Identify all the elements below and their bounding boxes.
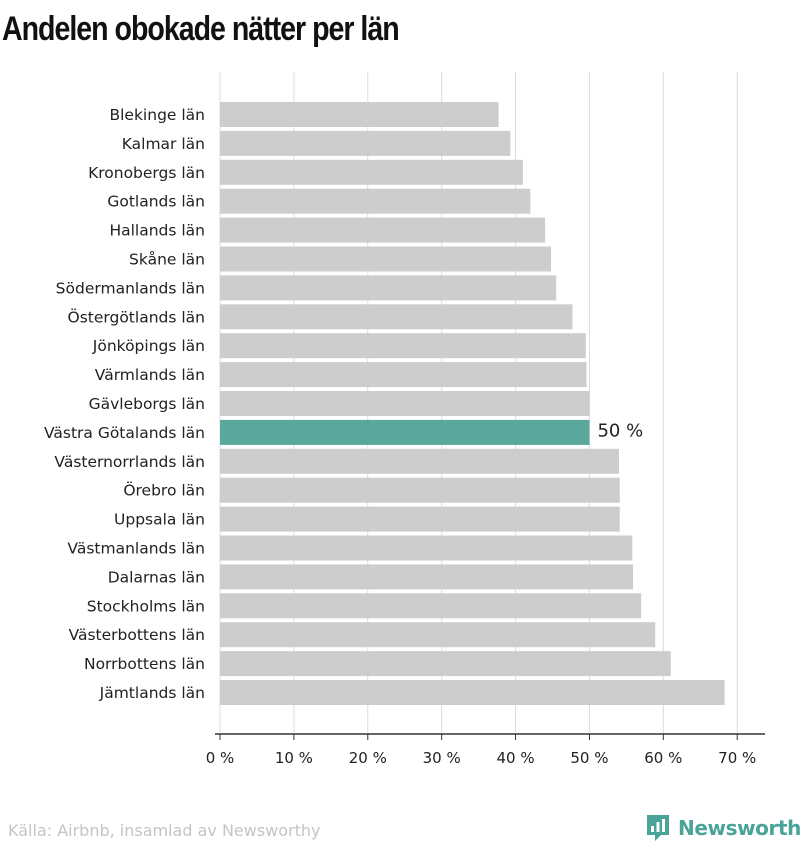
x-tick-label: 0 % (206, 749, 235, 767)
category-label: Norrbottens län (84, 655, 205, 673)
category-label: Hallands län (109, 222, 205, 240)
source-note: Källa: Airbnb, insamlad av Newsworthy (8, 821, 321, 840)
data-label: 50 % (597, 420, 643, 441)
category-label: Jämtlands län (99, 684, 205, 702)
category-label: Västernorrlands län (54, 453, 205, 471)
bar (220, 246, 552, 272)
category-label: Västra Götalands län (44, 424, 205, 442)
bar (220, 217, 546, 243)
brand[interactable]: Newsworthy (645, 813, 800, 843)
data-labels: 50 % (597, 420, 643, 441)
bar (220, 564, 634, 590)
category-label: Skåne län (129, 251, 205, 269)
bar-chart: Blekinge län Kalmar län Kronobergs län Gotl… (44, 72, 765, 767)
category-label: Jönköpings län (92, 337, 205, 355)
bar (220, 622, 656, 648)
bar (220, 333, 586, 359)
bar (220, 188, 531, 214)
category-label: Stockholms län (87, 597, 205, 615)
bar (220, 651, 671, 677)
category-label: Södermanlands län (56, 279, 205, 297)
bar (220, 102, 499, 127)
newsworthy-logo-icon (647, 815, 669, 841)
bars (220, 102, 725, 705)
x-tick-label: 60 % (644, 749, 682, 767)
bar (220, 680, 725, 705)
x-tick-label: 50 % (570, 749, 608, 767)
bar (220, 130, 511, 156)
bar (220, 391, 590, 416)
category-label: Gotlands län (107, 193, 205, 211)
bar (220, 506, 620, 532)
bar (220, 477, 620, 503)
category-label: Kronobergs län (88, 164, 205, 182)
x-tick-label: 40 % (497, 749, 535, 767)
x-axis: 0 % 10 % 20 % 30 % 40 % 50 % 60 % 70 % (206, 733, 765, 767)
bar (220, 419, 590, 445)
category-label: Gävleborgs län (89, 395, 205, 413)
bar (220, 593, 642, 619)
bar (220, 275, 557, 301)
bar (220, 304, 573, 330)
bar (220, 362, 587, 388)
category-label: Västerbottens län (69, 626, 205, 644)
x-tick-label: 20 % (349, 749, 387, 767)
brand-name: Newsworthy (678, 816, 800, 840)
category-label: Dalarnas län (108, 568, 205, 586)
bar (220, 535, 633, 561)
category-label: Värmlands län (95, 366, 205, 384)
category-label: Kalmar län (122, 135, 205, 153)
chart-title: Andelen obokade nätter per län (2, 10, 400, 48)
category-labels: Blekinge län Kalmar län Kronobergs län Gotl… (44, 106, 205, 702)
category-label: Västmanlands län (67, 540, 205, 558)
category-label: Örebro län (123, 481, 205, 500)
x-tick-label: 30 % (423, 749, 461, 767)
x-tick-label: 70 % (718, 749, 756, 767)
category-label: Uppsala län (114, 511, 205, 529)
category-label: Blekinge län (109, 106, 205, 124)
bar (220, 159, 523, 185)
bar (220, 448, 619, 474)
x-tick-label: 10 % (275, 749, 313, 767)
category-label: Östergötlands län (68, 307, 206, 326)
